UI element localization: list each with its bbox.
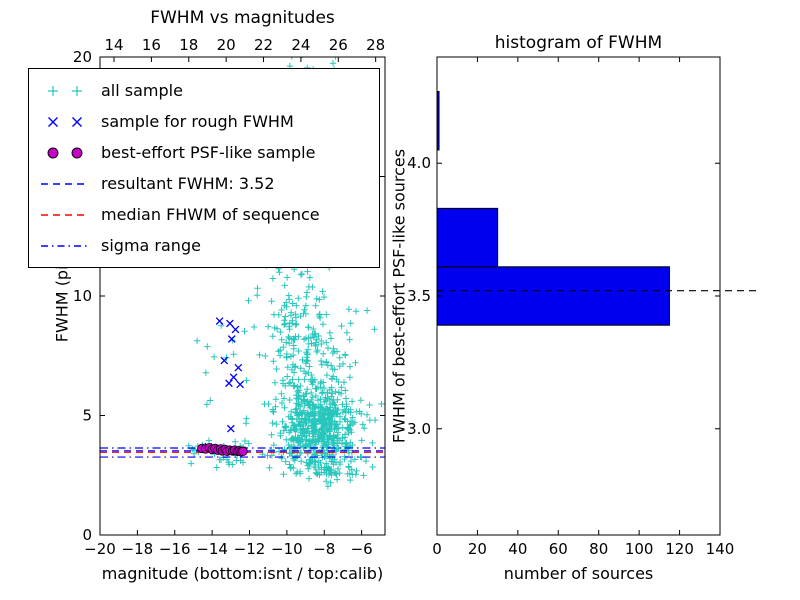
hist-x-tick-label: 140 <box>706 540 735 558</box>
left-y-tick-label: 5 <box>82 407 92 425</box>
legend: all sample sample for rough FWHM best-ef… <box>28 68 380 268</box>
left-x-tick-label: −16 <box>159 540 191 558</box>
all-sample-plus-icon <box>48 85 82 96</box>
right-plot-title: histogram of FWHM <box>494 33 663 53</box>
left-x-tick-label: −10 <box>271 540 303 558</box>
right-xaxis-label: number of sources <box>503 564 654 583</box>
left-top-x-tick-label: 18 <box>179 36 198 54</box>
psf-sample-point <box>238 446 248 457</box>
left-plot-title: FWHM vs magnitudes <box>150 8 335 28</box>
left-x-tick-label: −8 <box>313 540 335 558</box>
legend-label: sample for rough FWHM <box>101 112 294 131</box>
left-top-x-tick-label: 22 <box>254 36 273 54</box>
hist-x-tick-label: 40 <box>508 540 527 558</box>
legend-item-resultant-fwhm: resultant FWHM: 3.52 <box>39 168 369 199</box>
left-xaxis-label: magnitude (bottom:isnt / top:calib) <box>101 564 384 583</box>
legend-item-all-sample: all sample <box>39 75 369 106</box>
legend-label: resultant FWHM: 3.52 <box>101 174 275 193</box>
legend-label: all sample <box>101 81 183 100</box>
left-top-x-tick-label: 28 <box>366 36 385 54</box>
left-top-x-tick-label: 26 <box>329 36 348 54</box>
hist-x-tick-label: 100 <box>625 540 654 558</box>
legend-item-median-fhwm: median FHWM of sequence <box>39 199 369 230</box>
rough-fwhm-points <box>204 317 246 455</box>
legend-item-sigma-range: sigma range <box>39 230 369 261</box>
legend-label: sigma range <box>101 236 201 255</box>
hist-y-tick-label: 3.0 <box>407 420 431 438</box>
scatter-layer <box>100 57 385 490</box>
legend-label: median FHWM of sequence <box>101 205 320 224</box>
left-x-tick-label: −18 <box>122 540 154 558</box>
left-top-x-tick-label: 14 <box>104 36 123 54</box>
left-y-tick-label: 10 <box>73 287 92 305</box>
psf-sample-circle-icon <box>47 147 83 158</box>
resultant-fwhm-dashed-line-icon <box>41 182 89 185</box>
left-top-x-tick-label: 24 <box>291 36 310 54</box>
hist-bar <box>436 266 670 326</box>
legend-item-psf-sample: best-effort PSF-like sample <box>39 137 369 168</box>
right-yaxis-label: FWHM of best-effort PSF-like sources <box>389 148 409 444</box>
hist-bar <box>436 207 499 268</box>
rough-fwhm-x-icon <box>48 116 82 127</box>
all-sample-points <box>185 57 385 490</box>
left-top-x-tick-label: 20 <box>217 36 236 54</box>
left-top-x-tick-label: 16 <box>142 36 161 54</box>
hist-x-tick-label: 0 <box>432 540 442 558</box>
hist-x-tick-label: 60 <box>549 540 568 558</box>
left-x-tick-label: −14 <box>196 540 228 558</box>
left-x-tick-label: −6 <box>351 540 373 558</box>
hist-y-tick-label: 3.5 <box>407 287 431 305</box>
left-y-tick-label: 20 <box>73 48 92 66</box>
legend-label: best-effort PSF-like sample <box>101 143 316 162</box>
median-fhwm-dashed-line-icon <box>41 213 89 216</box>
left-x-tick-label: −12 <box>234 540 266 558</box>
sigma-range-dashdot-line-icon <box>41 244 89 247</box>
legend-item-rough-fwhm: sample for rough FWHM <box>39 106 369 137</box>
hist-x-tick-label: 120 <box>665 540 694 558</box>
left-x-tick-label: −20 <box>84 540 116 558</box>
hist-x-tick-label: 80 <box>589 540 608 558</box>
hist-y-tick-label: 4.0 <box>407 154 431 172</box>
left-y-tick-label: 0 <box>82 526 92 544</box>
hist-x-tick-label: 20 <box>468 540 487 558</box>
